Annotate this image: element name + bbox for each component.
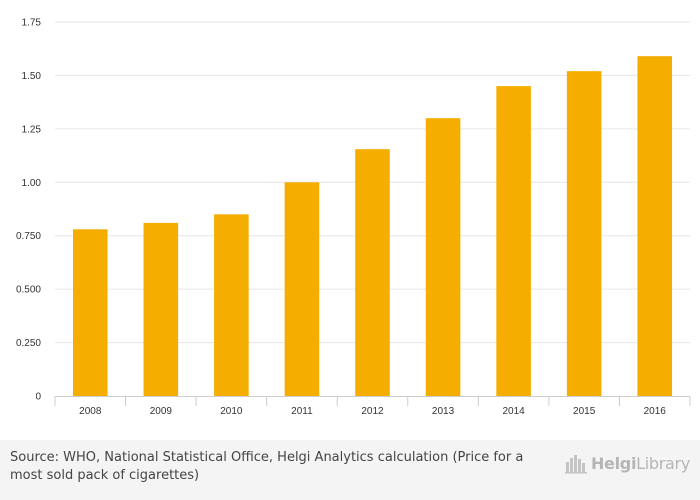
bar[interactable] [637,56,673,397]
y-tick-label: 1.75 [22,18,42,29]
x-tick-label: 2015 [573,406,596,417]
bar[interactable] [425,118,461,397]
bar[interactable] [284,182,320,396]
y-axis-tick-labels: 0 0.250 0.500 0.750 1.00 1.25 1.50 1.75 [16,18,41,403]
footer: Source: WHO, National Statistical Office… [0,440,700,500]
bar[interactable] [496,86,531,396]
x-tick-label: 2012 [361,406,384,417]
x-tick-label: 2013 [432,406,455,417]
y-tick-label: 0.500 [16,285,41,296]
y-tick-label: 1.00 [22,178,42,189]
bars [72,56,673,397]
logo-text: HelgiLibrary [591,454,690,473]
city-skyline-icon [564,455,587,474]
bar[interactable] [72,229,108,396]
bar[interactable] [355,149,390,396]
y-tick-label: 1.25 [22,124,42,135]
x-tick-label: 2011 [291,406,313,417]
helgi-library-logo[interactable]: HelgiLibrary [564,452,690,474]
y-tick-label: 1.50 [22,71,42,82]
x-tick-label: 2016 [644,406,667,417]
x-tick-label: 2008 [79,406,102,417]
bar[interactable] [143,222,179,396]
x-axis: 2008 2009 2010 2011 2012 2013 2014 2015 2016 [54,396,691,417]
logo-text-light: Library [636,453,690,473]
y-tick-label: 0 [35,392,41,403]
logo-text-bold: Helgi [590,453,637,473]
y-tick-label: 0.250 [16,338,41,349]
x-tick-label: 2014 [502,406,525,417]
source-note: Source: WHO, National Statistical Office… [10,450,524,483]
x-tick-label: 2009 [150,406,173,417]
y-tick-label: 0.750 [16,231,41,242]
bar[interactable] [566,71,602,396]
bar[interactable] [214,214,249,396]
x-tick-label: 2010 [220,406,243,417]
